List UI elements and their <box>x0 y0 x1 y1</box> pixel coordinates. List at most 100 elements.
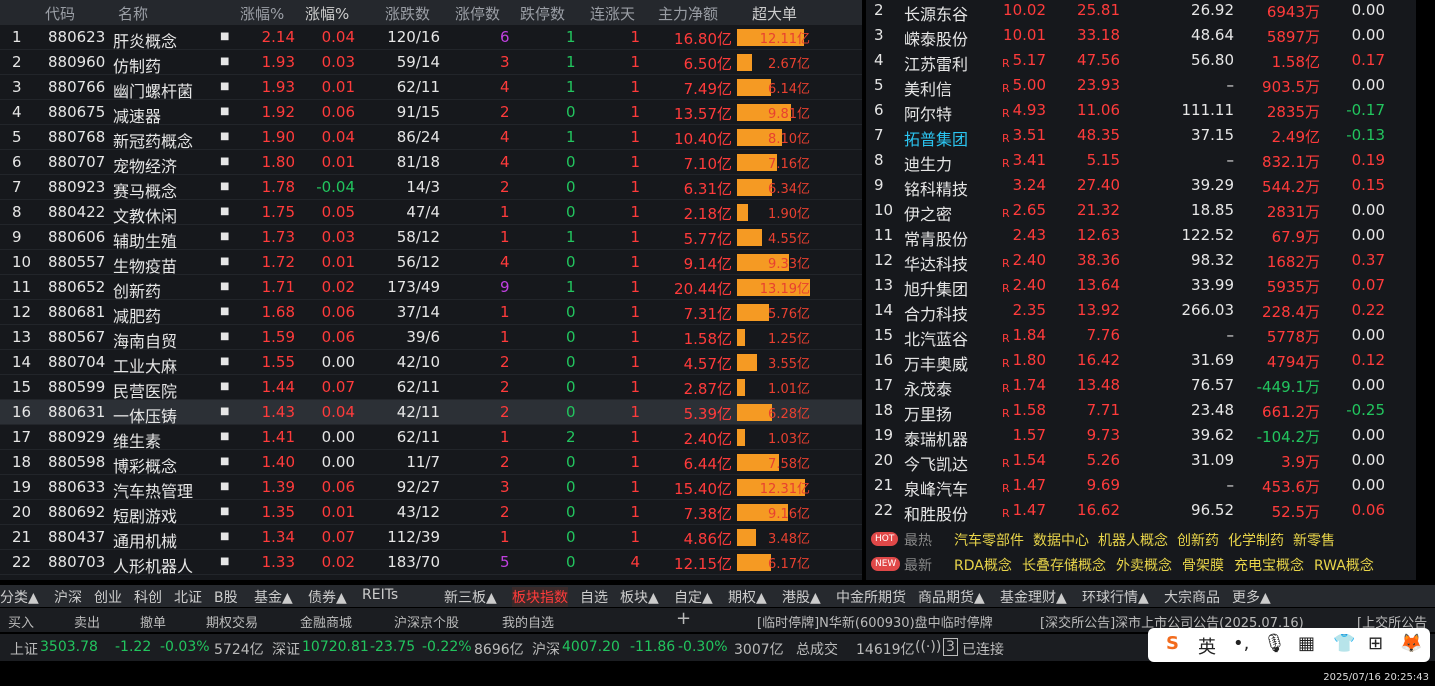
table-row[interactable]: 19 880633 汽车热管理 ■ 1.39 0.06 92/27 3 0 1 15.40亿 12.3… <box>0 475 862 501</box>
column-header[interactable]: 代码 <box>45 5 76 23</box>
table-row[interactable]: 4 880675 减速器 ■ 1.92 0.06 91/15 2 0 1 13.57亿 9.81亿 <box>0 100 862 126</box>
table-row[interactable]: 7 880923 赛马概念 ■ 1.78 -0.04 14/3 2 0 1 6.31亿 6.34亿 <box>0 175 862 201</box>
tab-10[interactable]: 板块指数 <box>512 587 568 607</box>
toolbar-favorites[interactable]: 我的自选 <box>502 616 555 631</box>
microphone-icon[interactable]: 🎙 <box>1263 633 1286 654</box>
stock-row[interactable]: 11 常青股份 2.43 12.63 122.52 67.9万 0.00 <box>866 223 1416 249</box>
table-row[interactable]: 14 880704 工业大麻 ■ 1.55 0.00 42/10 2 0 1 4.57亿 3.55亿 <box>0 350 862 376</box>
stock-row[interactable]: 13 旭升集团 R 2.40 13.64 33.99 5935万 0.07 <box>866 273 1416 299</box>
new-concept-link[interactable]: RDA概念 <box>954 558 1012 574</box>
new-concept-link[interactable]: 长叠存储概念 <box>1022 558 1106 574</box>
stock-row[interactable]: 9 铭科精技 3.24 27.40 39.29 544.2万 0.15 <box>866 173 1416 199</box>
tab-20[interactable]: 大宗商品 <box>1164 590 1220 606</box>
stock-row[interactable]: 7 拓普集团 R 3.51 48.35 37.15 2.49亿 -0.13 <box>866 123 1416 149</box>
column-header[interactable]: 主力净额 <box>658 5 719 23</box>
tab-1[interactable]: 沪深 <box>54 590 82 606</box>
toolbar-options[interactable]: 期权交易 <box>206 616 259 631</box>
table-row[interactable]: 5 880768 新冠药概念 ■ 1.90 0.04 86/24 4 1 1 10.40亿 8.10亿 <box>0 125 862 151</box>
hot-concept-link[interactable]: 汽车零部件 <box>954 533 1024 549</box>
column-header[interactable]: 涨停数 <box>455 5 501 23</box>
mascot-icon[interactable]: 🦊 <box>1400 633 1423 654</box>
stock-row[interactable]: 2 长源东谷 10.02 25.81 26.92 6943万 0.00 <box>866 0 1416 24</box>
new-concept-link[interactable]: 充电宝概念 <box>1234 558 1304 574</box>
toolbar-mall[interactable]: 金融商城 <box>300 616 353 631</box>
hot-concept-link[interactable]: 新零售 <box>1293 533 1335 549</box>
ticker-item[interactable]: [上交所公告 <box>1357 616 1428 631</box>
table-row[interactable]: 15 880599 民营医院 ■ 1.44 0.07 62/11 2 0 1 2.87亿 1.01亿 <box>0 375 862 401</box>
stock-row[interactable]: 10 伊之密 R 2.65 21.32 18.85 2831万 0.00 <box>866 198 1416 224</box>
stock-row[interactable]: 22 和胜股份 R 1.47 16.62 96.52 52.5万 0.06 <box>866 498 1416 524</box>
tab-8[interactable]: REITs <box>362 587 399 603</box>
column-header[interactable]: 涨跌数 <box>385 5 431 23</box>
column-header[interactable]: 连涨天 <box>590 5 636 23</box>
ime-lang-toggle[interactable]: 英 <box>1198 637 1216 658</box>
keyboard-icon[interactable]: ▦ <box>1298 633 1316 654</box>
stock-row[interactable]: 20 今飞凯达 R 1.54 5.26 31.09 3.9万 0.00 <box>866 448 1416 474</box>
tab-7[interactable]: 债券▲ <box>308 590 347 606</box>
column-header[interactable]: 涨幅% <box>305 5 350 23</box>
tab-15[interactable]: 港股▲ <box>782 590 821 606</box>
tab-17[interactable]: 商品期货▲ <box>918 590 985 606</box>
table-row[interactable]: 2 880960 仿制药 ■ 1.93 0.03 59/14 3 1 1 6.50亿 2.67亿 <box>0 50 862 76</box>
table-row[interactable]: 11 880652 创新药 ■ 1.71 0.02 173/49 9 1 1 20.44亿 13.19… <box>0 275 862 301</box>
tab-0[interactable]: 分类▲ <box>0 590 39 606</box>
stock-row[interactable]: 15 北汽蓝谷 R 1.84 7.76 – 5778万 0.00 <box>866 323 1416 349</box>
table-row[interactable]: 13 880567 海南自贸 ■ 1.59 0.06 39/6 1 0 1 1.58亿 1.25亿 <box>0 325 862 351</box>
table-row[interactable]: 8 880422 文教休闲 ■ 1.75 0.05 47/4 1 0 1 2.18亿 1.90亿 <box>0 200 862 226</box>
hot-concept-link[interactable]: 机器人概念 <box>1098 533 1168 549</box>
skin-icon[interactable]: 👕 <box>1333 633 1356 654</box>
column-header[interactable]: 名称 <box>118 5 149 23</box>
stock-row[interactable]: 16 万丰奥威 R 1.80 16.42 31.69 4794万 0.12 <box>866 348 1416 374</box>
connection-status[interactable]: 已连接 <box>962 642 1004 658</box>
tab-3[interactable]: 科创 <box>134 590 162 606</box>
table-row[interactable]: 6 880707 宠物经济 ■ 1.80 0.01 81/18 4 0 1 7.10亿 7.16亿 <box>0 150 862 176</box>
table-row[interactable]: 18 880598 博彩概念 ■ 1.40 0.00 11/7 2 0 1 6.44亿 7.58亿 <box>0 450 862 476</box>
table-row[interactable]: 22 880703 人形机器人 ■ 1.33 0.02 183/70 5 0 4 12.15亿 6.1… <box>0 550 862 576</box>
tab-14[interactable]: 期权▲ <box>728 590 767 606</box>
stock-row[interactable]: 21 泉峰汽车 R 1.47 9.69 – 453.6万 0.00 <box>866 473 1416 499</box>
new-concept-link[interactable]: 外卖概念 <box>1116 558 1172 574</box>
tab-16[interactable]: 中金所期货 <box>836 590 906 606</box>
hot-concept-link[interactable]: 化学制药 <box>1228 533 1284 549</box>
stock-row[interactable]: 5 美利信 R 5.00 23.93 – 903.5万 0.00 <box>866 73 1416 99</box>
column-header[interactable]: 涨幅% <box>240 5 285 23</box>
add-icon[interactable]: + <box>676 608 692 629</box>
tab-6[interactable]: 基金▲ <box>254 590 293 606</box>
tab-2[interactable]: 创业 <box>94 590 122 606</box>
tab-9[interactable]: 新三板▲ <box>444 590 497 606</box>
table-row[interactable]: 16 880631 一体压铸 ■ 1.43 0.04 42/11 2 0 1 5.39亿 6.28亿 <box>0 400 862 426</box>
table-row[interactable]: 12 880681 减肥药 ■ 1.68 0.06 37/14 1 0 1 7.31亿 5.76亿 <box>0 300 862 326</box>
column-header[interactable]: 跌停数 <box>520 5 566 23</box>
tab-13[interactable]: 自定▲ <box>674 590 713 606</box>
stock-row[interactable]: 8 迪生力 R 3.41 5.15 – 832.1万 0.19 <box>866 148 1416 174</box>
stock-row[interactable]: 4 江苏雷利 R 5.17 47.56 56.80 1.58亿 0.17 <box>866 48 1416 74</box>
stock-row[interactable]: 3 嵘泰股份 10.01 33.18 48.64 5897万 0.00 <box>866 23 1416 49</box>
ticker-item[interactable]: [深交所公告]深市上市公司公告(2025.07.16) <box>1040 616 1304 631</box>
table-row[interactable]: 17 880929 维生素 ■ 1.41 0.00 62/11 1 2 1 2.40亿 1.03亿 <box>0 425 862 451</box>
hot-concept-link[interactable]: 数据中心 <box>1033 533 1089 549</box>
grid-icon[interactable]: ⊞ <box>1368 633 1384 654</box>
tab-18[interactable]: 基金理财▲ <box>1000 590 1067 606</box>
stock-row[interactable]: 17 永茂泰 R 1.74 13.48 76.57 -449.1万 0.00 <box>866 373 1416 399</box>
table-row[interactable]: 3 880766 幽门螺杆菌 ■ 1.93 0.01 62/11 4 1 1 7.49亿 6.14亿 <box>0 75 862 101</box>
stock-row[interactable]: 14 合力科技 2.35 13.92 266.03 228.4万 0.22 <box>866 298 1416 324</box>
stock-row[interactable]: 6 阿尔特 R 4.93 11.06 111.11 2835万 -0.17 <box>866 98 1416 124</box>
table-row[interactable]: 9 880606 辅助生殖 ■ 1.73 0.03 58/12 1 1 1 5.77亿 4.55亿 <box>0 225 862 251</box>
stock-row[interactable]: 18 万里扬 R 1.58 7.71 23.48 661.2万 -0.25 <box>866 398 1416 424</box>
toolbar-sell[interactable]: 卖出 <box>74 616 101 631</box>
tab-21[interactable]: 更多▲ <box>1232 590 1271 606</box>
toolbar-stock[interactable]: 沪深京个股 <box>394 616 460 631</box>
tab-11[interactable]: 自选 <box>580 590 608 606</box>
table-row[interactable]: 21 880437 通用机械 ■ 1.34 0.07 112/39 1 0 1 4.86亿 3.48亿 <box>0 525 862 551</box>
table-row[interactable]: 1 880623 肝炎概念 ■ 2.14 0.04 120/16 6 1 1 16.80亿 12.11… <box>0 25 862 51</box>
column-header[interactable]: 超大单 <box>752 5 798 23</box>
table-row[interactable]: 20 880692 短剧游戏 ■ 1.35 0.01 43/12 2 0 1 7.38亿 9.16亿 <box>0 500 862 526</box>
tab-4[interactable]: 北证 <box>174 590 202 606</box>
toolbar-cancel[interactable]: 撤单 <box>140 616 167 631</box>
tab-19[interactable]: 环球行情▲ <box>1082 590 1149 606</box>
tab-12[interactable]: 板块▲ <box>620 590 659 606</box>
stock-row[interactable]: 19 泰瑞机器 1.57 9.73 39.62 -104.2万 0.00 <box>866 423 1416 449</box>
punctuation-icon[interactable]: •, <box>1233 633 1250 654</box>
ticker-item[interactable]: [临时停牌]N华新(600930)盘中临时停牌 <box>757 616 993 631</box>
new-concept-link[interactable]: 骨架膜 <box>1182 558 1224 574</box>
